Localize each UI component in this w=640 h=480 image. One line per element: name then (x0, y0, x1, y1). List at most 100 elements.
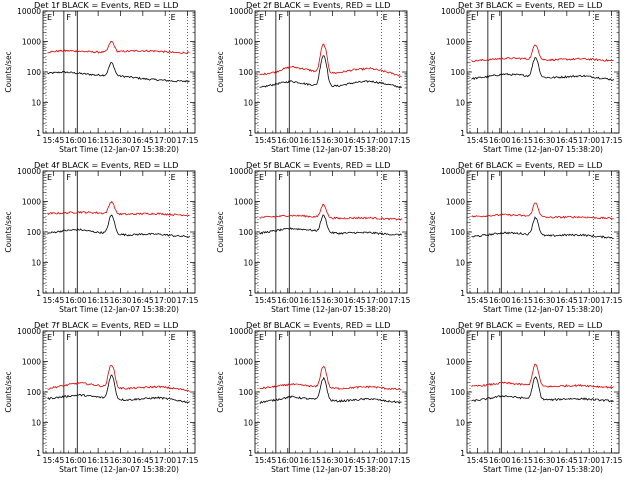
x-tick-label: 15:45 (255, 456, 277, 465)
x-tick-label: 15:45 (255, 296, 277, 305)
lld-series-line (471, 44, 614, 63)
marker-label-e-start: E (259, 13, 264, 22)
y-tick-label: 100 (451, 388, 466, 397)
x-tick-label: 15:45 (467, 296, 489, 305)
y-axis-label: Counts/sec (4, 371, 13, 412)
events-series-line (471, 216, 614, 239)
events-series-line (47, 374, 190, 404)
panel-title: Det 3f BLACK = Events, RED = LLD (458, 0, 602, 10)
y-tick-label: 100 (239, 388, 254, 397)
y-axis-label: Counts/sec (428, 371, 437, 412)
x-tick-label: 16:15 (511, 296, 533, 305)
y-tick-label: 10000 (229, 327, 253, 336)
x-tick-label: 17:15 (389, 296, 411, 305)
panel-title: Det 2f BLACK = Events, RED = LLD (246, 0, 390, 10)
x-tick-label: 16:45 (132, 456, 154, 465)
marker-label-f: F (278, 333, 283, 342)
x-tick-label: 16:00 (277, 456, 299, 465)
marker-label-f: F (278, 13, 283, 22)
x-tick-label: 16:45 (556, 136, 578, 145)
x-tick-label: 16:15 (87, 456, 109, 465)
marker-label-e: E (595, 173, 600, 182)
y-tick-label: 10 (243, 99, 253, 108)
panel-title: Det 9f BLACK = Events, RED = LLD (458, 320, 602, 330)
panel-title: Det 5f BLACK = Events, RED = LLD (246, 160, 390, 170)
x-tick-label: 17:00 (154, 136, 176, 145)
y-tick-label: 1 (460, 129, 465, 138)
x-tick-label: 16:45 (556, 296, 578, 305)
x-tick-label: 16:15 (87, 136, 109, 145)
x-tick-label: 16:00 (65, 456, 87, 465)
y-tick-label: 100 (27, 388, 42, 397)
y-tick-label: 1000 (22, 358, 41, 367)
y-tick-label: 1 (248, 449, 253, 458)
y-tick-label: 10000 (229, 7, 253, 16)
y-axis-label: Counts/sec (428, 51, 437, 92)
marker-label-f: F (490, 173, 495, 182)
y-tick-label: 10 (31, 99, 41, 108)
y-tick-label: 1000 (446, 198, 465, 207)
x-tick-label: 16:15 (511, 456, 533, 465)
marker-label-f: F (490, 13, 495, 22)
y-tick-label: 10 (455, 419, 465, 428)
y-tick-label: 1 (36, 129, 41, 138)
lld-series-line (259, 365, 402, 391)
y-tick-label: 10000 (17, 327, 41, 336)
panel-det-1: Det 1f BLACK = Events, RED = LLD 1 10 100 10… (4, 0, 199, 154)
x-tick-label: 16:15 (299, 136, 321, 145)
x-tick-label: 16:30 (110, 136, 132, 145)
events-series-line (47, 62, 190, 83)
panel-title: Det 1f BLACK = Events, RED = LLD (34, 0, 178, 10)
marker-label-e-start: E (471, 13, 476, 22)
marker-label-e: E (595, 13, 600, 22)
y-tick-label: 10 (31, 419, 41, 428)
y-tick-label: 10000 (17, 7, 41, 16)
x-tick-label: 17:00 (578, 136, 600, 145)
x-tick-label: 16:45 (132, 296, 154, 305)
lld-series-line (47, 40, 190, 55)
panel-det-6: Det 6f BLACK = Events, RED = LLD 1 10 100 10… (428, 160, 623, 314)
y-tick-label: 10000 (17, 167, 41, 176)
y-tick-label: 1 (460, 289, 465, 298)
panel-det-4: Det 4f BLACK = Events, RED = LLD 1 10 100 10… (4, 160, 199, 314)
x-tick-label: 16:45 (132, 136, 154, 145)
y-tick-label: 100 (27, 228, 42, 237)
y-tick-label: 1000 (234, 198, 253, 207)
x-tick-label: 17:15 (601, 136, 623, 145)
x-tick-label: 16:30 (110, 296, 132, 305)
y-tick-label: 1 (248, 289, 253, 298)
events-series-line (471, 57, 614, 81)
y-tick-label: 10 (243, 259, 253, 268)
x-tick-label: 15:45 (43, 456, 65, 465)
x-tick-label: 16:00 (65, 136, 87, 145)
marker-label-e-start: E (471, 173, 476, 182)
marker-label-f: F (278, 173, 283, 182)
panel-title: Det 8f BLACK = Events, RED = LLD (246, 320, 390, 330)
y-axis-label: Counts/sec (216, 51, 225, 92)
x-tick-label: 17:00 (154, 296, 176, 305)
y-axis-label: Counts/sec (428, 211, 437, 252)
y-axis-label: Counts/sec (216, 371, 225, 412)
lld-series-line (471, 202, 614, 220)
x-tick-label: 17:00 (578, 456, 600, 465)
x-tick-label: 17:00 (366, 456, 388, 465)
x-axis-label: Start Time (12-Jan-07 15:38:20) (271, 145, 391, 154)
panel-det-2: Det 2f BLACK = Events, RED = LLD 1 10 100 10… (216, 0, 411, 154)
x-axis-label: Start Time (12-Jan-07 15:38:20) (483, 305, 603, 314)
y-tick-label: 10 (455, 99, 465, 108)
x-axis-label: Start Time (12-Jan-07 15:38:20) (59, 145, 179, 154)
x-tick-label: 16:30 (534, 296, 556, 305)
panel-title: Det 7f BLACK = Events, RED = LLD (34, 320, 178, 330)
marker-label-f: F (490, 333, 495, 342)
y-tick-label: 100 (239, 228, 254, 237)
y-tick-label: 1000 (22, 198, 41, 207)
marker-label-e: E (171, 333, 176, 342)
marker-label-e-start: E (47, 333, 52, 342)
x-tick-label: 17:15 (177, 456, 199, 465)
marker-label-e: E (595, 333, 600, 342)
x-tick-label: 16:30 (534, 136, 556, 145)
x-axis-label: Start Time (12-Jan-07 15:38:20) (271, 465, 391, 474)
marker-label-f: F (66, 173, 71, 182)
x-tick-label: 16:45 (344, 296, 366, 305)
